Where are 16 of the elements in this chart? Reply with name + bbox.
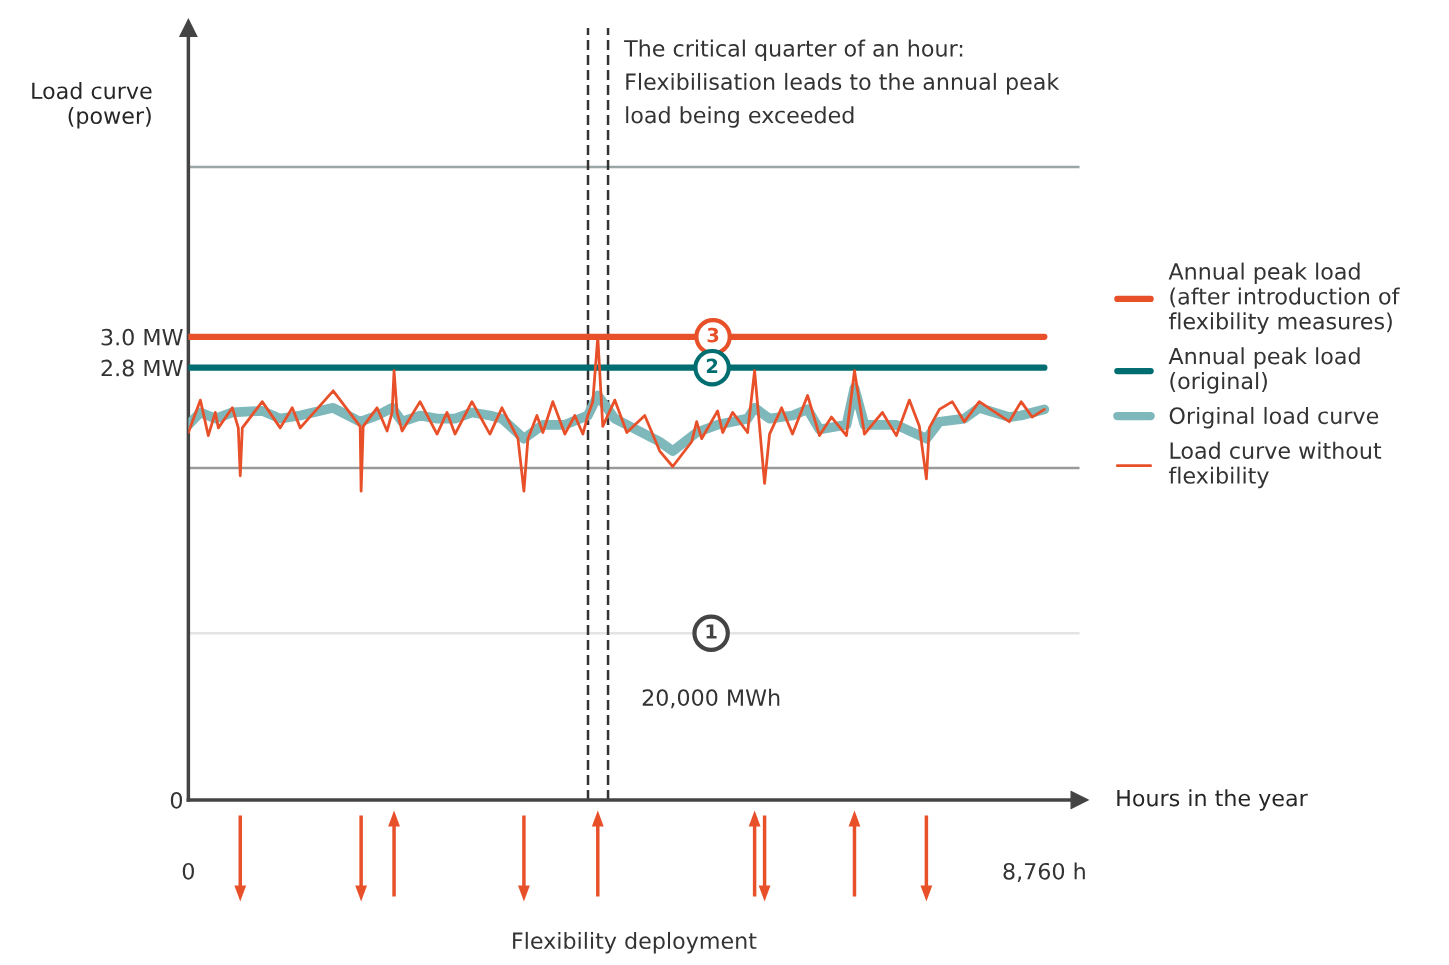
y-tick-label: 3.0 MW	[101, 328, 183, 346]
annotation: 1	[706, 624, 717, 639]
annotation: 20,000 MWh	[642, 688, 780, 709]
y-axis-title: Load curve (power)	[32, 81, 152, 129]
ref-line-label: The critical quarter of an hour: Flexibilisation leads to the annual peak load being exceeded	[624, 39, 1060, 128]
text: Flexibility deployment	[513, 931, 757, 954]
legend-label: Annual peak load (after introduction of flexibility measures)	[1168, 262, 1400, 334]
y-tick-label: 0	[170, 791, 183, 809]
annotation: 3	[707, 327, 719, 343]
legend-label: Original load curve	[1169, 406, 1379, 429]
x-tick-label: 8,760 h	[1003, 862, 1085, 882]
y-tick-label: 2.8 MW	[101, 359, 183, 377]
legend-label: Annual peak load (original)	[1168, 347, 1360, 394]
annotation: 2	[706, 358, 718, 374]
legend-label: Load curve without flexibility	[1168, 441, 1382, 489]
x-axis-title: Hours in the year	[1117, 789, 1308, 811]
